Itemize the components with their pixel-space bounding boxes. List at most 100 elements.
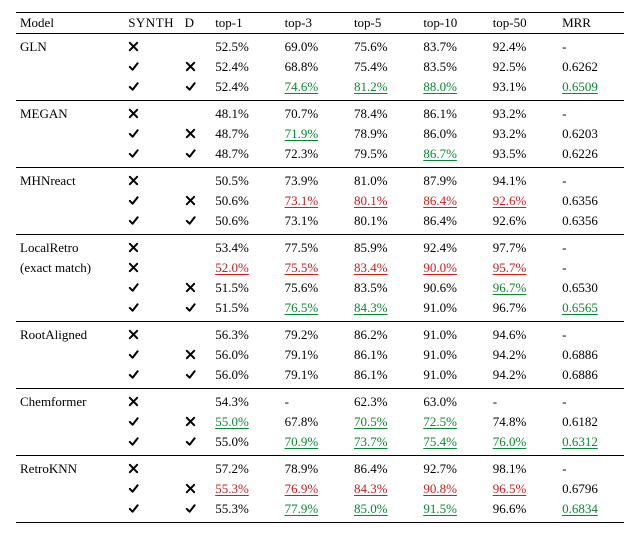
- top-cell: 76.5%: [281, 298, 350, 322]
- top-cell: 55.0%: [211, 412, 280, 432]
- top-cell: 88.0%: [419, 77, 488, 101]
- value: 0.6226: [562, 146, 598, 161]
- table-row: MHNreact50.5%73.9%81.0%87.9%94.1%-: [16, 168, 624, 192]
- value: 87.9%: [423, 173, 457, 188]
- value: 79.5%: [354, 146, 388, 161]
- cross-icon: [128, 328, 139, 342]
- value: 83.5%: [354, 280, 388, 295]
- synth-cell: [124, 432, 180, 456]
- value: 91.5%: [423, 501, 457, 516]
- check-icon: [185, 214, 196, 228]
- value: 92.6%: [493, 213, 527, 228]
- table-row: 55.3%76.9%84.3%90.8%96.5%0.6796: [16, 479, 624, 499]
- col-model: Model: [16, 13, 124, 34]
- value: 55.0%: [215, 434, 249, 449]
- top-cell: 55.0%: [211, 432, 280, 456]
- synth-cell: [124, 191, 180, 211]
- model-cell: [16, 211, 124, 235]
- top-cell: 71.9%: [281, 124, 350, 144]
- top-cell: 50.6%: [211, 211, 280, 235]
- value: 0.6509: [562, 79, 598, 94]
- check-icon: [128, 147, 139, 161]
- value: 83.5%: [423, 59, 457, 74]
- value: 57.2%: [215, 461, 249, 476]
- top-cell: 86.1%: [419, 101, 488, 125]
- top-cell: 78.9%: [350, 124, 419, 144]
- value: 91.0%: [423, 367, 457, 382]
- top-cell: 94.1%: [489, 168, 558, 192]
- top-cell: 73.9%: [281, 168, 350, 192]
- top-cell: 98.1%: [489, 456, 558, 480]
- top-cell: 83.7%: [419, 34, 488, 58]
- model-cell: [16, 77, 124, 101]
- check-icon: [185, 80, 196, 94]
- value: 67.8%: [285, 414, 319, 429]
- value: 52.4%: [215, 59, 249, 74]
- value: 0.6834: [562, 501, 598, 516]
- value: 79.1%: [285, 347, 319, 362]
- table-row: 52.4%74.6%81.2%88.0%93.1%0.6509: [16, 77, 624, 101]
- top-cell: 91.0%: [419, 365, 488, 389]
- top-cell: 84.3%: [350, 298, 419, 322]
- synth-cell: [124, 389, 180, 413]
- cross-icon: [128, 261, 139, 275]
- value: 90.8%: [423, 481, 457, 496]
- value: 63.0%: [423, 394, 457, 409]
- model-cell: [16, 479, 124, 499]
- model-cell: [16, 412, 124, 432]
- top-cell: 48.1%: [211, 101, 280, 125]
- synth-cell: [124, 77, 180, 101]
- top-cell: 93.5%: [489, 144, 558, 168]
- top-cell: 70.5%: [350, 412, 419, 432]
- top-cell: 96.6%: [489, 499, 558, 523]
- model-cell: (exact match): [16, 258, 124, 278]
- top-cell: 50.6%: [211, 191, 280, 211]
- value: 62.3%: [354, 394, 388, 409]
- value: 55.3%: [215, 481, 249, 496]
- cross-icon: [185, 60, 196, 74]
- value: 81.2%: [354, 79, 388, 94]
- table-row: 48.7%72.3%79.5%86.7%93.5%0.6226: [16, 144, 624, 168]
- table-row: 55.0%70.9%73.7%75.4%76.0%0.6312: [16, 432, 624, 456]
- top-cell: 85.9%: [350, 235, 419, 259]
- synth-cell: [124, 345, 180, 365]
- results-table: Model SYNTH D top-1 top-3 top-5 top-10 t…: [16, 12, 624, 523]
- top-cell: 91.0%: [419, 345, 488, 365]
- top-cell: 79.5%: [350, 144, 419, 168]
- value: 94.1%: [493, 173, 527, 188]
- top-cell: 54.3%: [211, 389, 280, 413]
- cross-icon: [185, 194, 196, 208]
- top-cell: 56.3%: [211, 322, 280, 346]
- top-cell: 81.0%: [350, 168, 419, 192]
- value: 93.2%: [493, 106, 527, 121]
- top-cell: 94.2%: [489, 345, 558, 365]
- value: 93.1%: [493, 79, 527, 94]
- mrr-cell: -: [558, 34, 624, 58]
- top-cell: 91.5%: [419, 499, 488, 523]
- value: 48.7%: [215, 126, 249, 141]
- value: 75.6%: [354, 39, 388, 54]
- top-cell: 56.0%: [211, 345, 280, 365]
- value: 83.4%: [354, 260, 388, 275]
- value: 86.1%: [354, 347, 388, 362]
- top-cell: 94.2%: [489, 365, 558, 389]
- value: 84.3%: [354, 300, 388, 315]
- top-cell: 92.6%: [489, 211, 558, 235]
- check-icon: [185, 301, 196, 315]
- value: 86.7%: [423, 146, 457, 161]
- top-cell: 76.0%: [489, 432, 558, 456]
- model-cell: GLN: [16, 34, 124, 58]
- value: 0.6312: [562, 434, 598, 449]
- d-cell: [181, 456, 212, 480]
- model-cell: LocalRetro: [16, 235, 124, 259]
- top-cell: 96.7%: [489, 298, 558, 322]
- d-cell: [181, 124, 212, 144]
- value: 92.7%: [423, 461, 457, 476]
- synth-cell: [124, 298, 180, 322]
- mrr-cell: 0.6796: [558, 479, 624, 499]
- synth-cell: [124, 211, 180, 235]
- d-cell: [181, 77, 212, 101]
- model-cell: MEGAN: [16, 101, 124, 125]
- table-row: 55.3%77.9%85.0%91.5%96.6%0.6834: [16, 499, 624, 523]
- d-cell: [181, 389, 212, 413]
